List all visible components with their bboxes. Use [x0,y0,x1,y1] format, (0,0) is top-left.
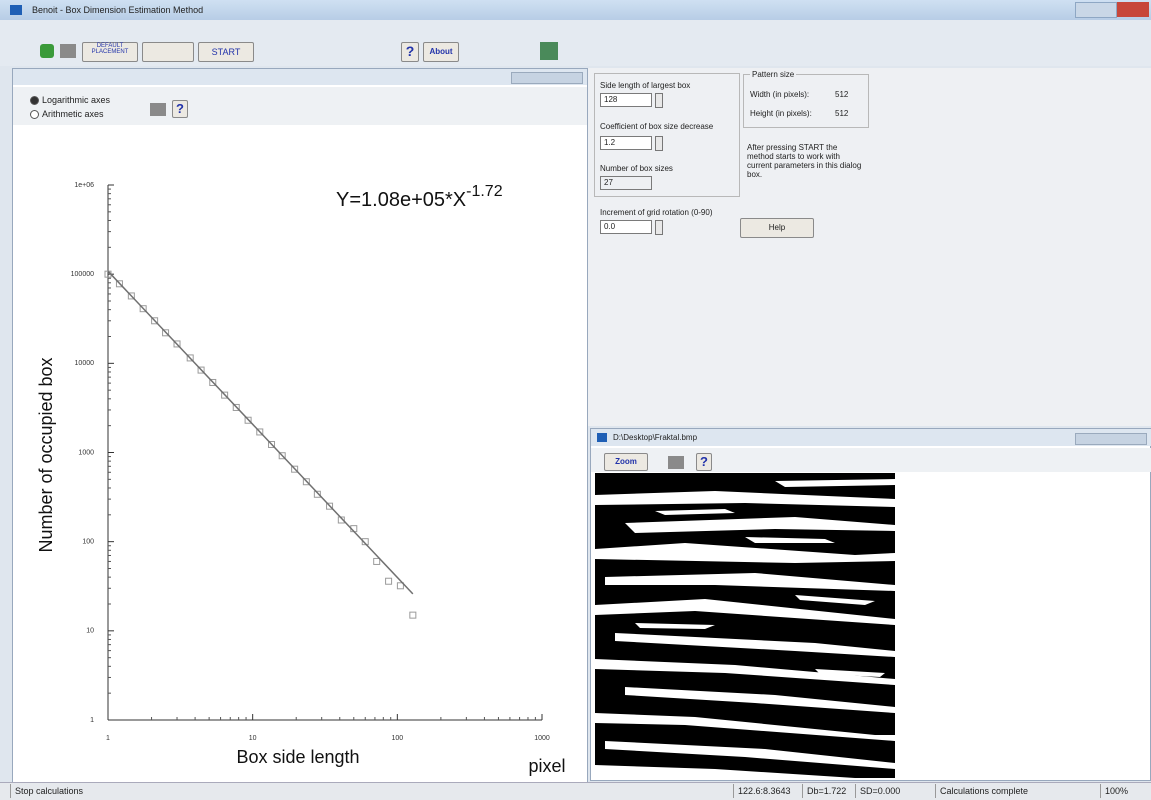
fit-line [108,271,413,594]
equation-text: Y=1.08e+05*X [336,189,466,211]
image-help-button[interactable]: ? [696,453,712,471]
width-value: 512 [835,90,848,99]
status-item: Db=1.722 [802,784,846,798]
dialog-help-button[interactable]: Help [740,218,814,238]
window-controls[interactable] [1075,2,1117,18]
x-tick-label: 10 [249,735,257,742]
height-value: 512 [835,109,848,118]
largest-box-input[interactable]: 128 [600,93,652,107]
equation: Y=1.08e+05*X-1.72 [336,183,503,211]
app: Benoit - Box Dimension Estimation Method… [0,0,1151,799]
x-unit: pixel [528,756,565,776]
pattern-group [743,74,869,128]
field-label: Height (in pixels): [750,109,812,118]
close-button[interactable] [1117,2,1149,17]
coefficient-input[interactable]: 1.2 [600,136,652,150]
image-controls[interactable] [1075,433,1147,445]
spinner[interactable] [655,136,663,151]
image-title: D:\Desktop\Fraktal.bmp [613,433,697,442]
image-icon [597,433,607,442]
spinner[interactable] [655,93,663,108]
x-tick-label: 1000 [534,735,550,742]
field-label: Side length of largest box [600,81,690,90]
x-tick-label: 1 [106,735,110,742]
y-axis-label: Number of occupied box [36,357,56,552]
spinner[interactable] [655,220,663,235]
fractal-image [595,473,895,778]
y-tick-label: 100000 [71,271,94,278]
box-sizes-field: 27 [600,176,652,190]
y-tick-label: 10 [86,628,94,635]
image-print-button[interactable] [668,456,684,469]
status-item: 122.6:8.3643 [733,784,791,798]
x-tick-label: 100 [391,735,403,742]
y-tick-label: 10000 [75,360,95,367]
zoom-button[interactable]: Zoom [604,453,648,471]
group-title: Pattern size [750,70,796,79]
data-point [386,578,392,584]
y-tick-label: 100 [82,539,94,546]
status-item: Stop calculations [10,784,83,798]
dialog-note: After pressing START the method starts t… [747,143,865,179]
status-item: SD=0.000 [855,784,900,798]
y-tick-label: 1 [90,717,94,724]
data-point [410,612,416,618]
status-item: Calculations complete [935,784,1028,798]
status-item: 100% [1100,784,1128,798]
chart: Y=1.08e+05*X-1.72 Box side length pixel … [0,0,590,780]
field-label: Number of box sizes [600,164,673,173]
field-label: Width (in pixels): [750,90,809,99]
y-tick-label: 1e+06 [74,182,94,189]
field-label: Coefficient of box size decrease [600,122,713,131]
field-label: Increment of grid rotation (0-90) [600,208,713,217]
equation-exponent: -1.72 [466,183,503,200]
y-tick-label: 1000 [78,449,94,456]
x-axis-label: Box side length [236,747,359,767]
rotation-input[interactable]: 0.0 [600,220,652,234]
data-point [374,558,380,564]
